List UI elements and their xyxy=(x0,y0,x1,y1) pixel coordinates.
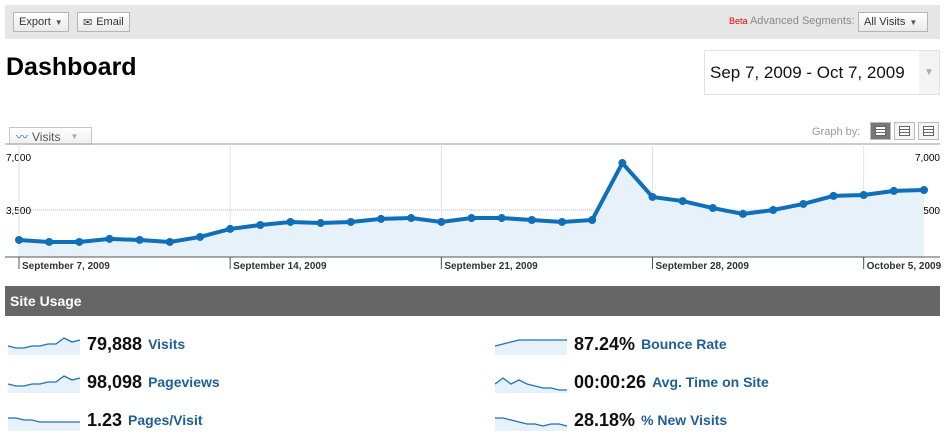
x-tick-label: September 7, 2009 xyxy=(22,261,110,272)
page-title: Dashboard xyxy=(6,53,137,81)
data-point[interactable] xyxy=(497,214,506,223)
sparkline-icon xyxy=(495,339,567,355)
metric-pages-visit: 1.23 Pages/Visit xyxy=(8,409,203,431)
data-point[interactable] xyxy=(829,191,838,200)
data-point[interactable] xyxy=(588,215,597,224)
data-point[interactable] xyxy=(618,159,627,168)
data-point[interactable] xyxy=(648,192,657,201)
data-point[interactable] xyxy=(105,234,114,243)
date-range-picker[interactable]: Sep 7, 2009 - Oct 7, 2009 ▼ xyxy=(704,50,940,95)
metric-value: 00:00:26 xyxy=(574,371,647,392)
metric-value: 28.18% xyxy=(574,409,636,430)
x-tick-label: September 14, 2009 xyxy=(233,261,327,272)
segments-value: All Visits xyxy=(864,16,906,28)
metric-link[interactable]: Visits xyxy=(148,336,186,352)
email-button[interactable]: ✉ Email xyxy=(77,12,130,32)
data-point[interactable] xyxy=(678,197,687,206)
data-point[interactable] xyxy=(316,219,325,228)
graph-by-week-button[interactable] xyxy=(894,122,915,140)
graph-by-label: Graph by: xyxy=(812,126,861,138)
data-point[interactable] xyxy=(226,224,235,233)
x-tick-label: September 21, 2009 xyxy=(444,261,538,272)
metric-avg-time-on-site: 00:00:26 Avg. Time on Site xyxy=(495,371,769,393)
chevron-down-icon: ▼ xyxy=(54,17,63,27)
metric-link[interactable]: Pageviews xyxy=(148,374,220,390)
export-label: Export xyxy=(19,16,51,28)
data-point[interactable] xyxy=(558,217,566,226)
data-point[interactable] xyxy=(527,215,536,224)
export-button[interactable]: Export ▼ xyxy=(13,12,69,32)
data-point[interactable] xyxy=(286,217,295,226)
y-tick-right-3500: 3,500 xyxy=(915,206,940,217)
graph-by-month-button[interactable] xyxy=(918,122,939,140)
metric-value: 79,888 xyxy=(87,333,143,354)
metric-tab-visits[interactable]: 〰 Visits ▼ xyxy=(9,127,92,145)
sparkline-icon xyxy=(8,417,80,431)
data-point[interactable] xyxy=(75,237,84,246)
visits-area xyxy=(19,163,924,257)
data-point[interactable] xyxy=(889,186,898,195)
metric-link[interactable]: Bounce Rate xyxy=(641,336,727,352)
metric-tab-label: Visits xyxy=(32,129,61,144)
segments-select[interactable]: All Visits ▼ xyxy=(858,12,928,32)
data-point[interactable] xyxy=(769,206,778,214)
y-tick-right-7000: 7,000 xyxy=(915,153,940,164)
data-point[interactable] xyxy=(196,232,204,241)
metric-bounce-rate: 87.24% Bounce Rate xyxy=(495,333,727,355)
toolbar xyxy=(5,5,940,39)
chevron-down-icon: ▼ xyxy=(919,51,939,94)
line-chart-icon: 〰 xyxy=(16,130,29,144)
chevron-down-icon: ▼ xyxy=(70,132,79,141)
graph-by-day-button[interactable] xyxy=(870,122,891,140)
data-point[interactable] xyxy=(437,217,446,226)
data-point[interactable] xyxy=(15,235,23,244)
email-label: Email xyxy=(96,16,124,28)
data-point[interactable] xyxy=(467,214,476,223)
chevron-down-icon: ▼ xyxy=(909,17,918,27)
metric-link[interactable]: Avg. Time on Site xyxy=(652,374,769,390)
data-point[interactable] xyxy=(165,237,174,246)
metric-link[interactable]: % New Visits xyxy=(641,412,728,428)
sparkline-icon xyxy=(8,375,81,393)
metric-value: 1.23 xyxy=(87,409,123,430)
metric-pageviews: 98,098 Pageviews xyxy=(8,371,220,393)
sparkline-icon xyxy=(8,337,81,355)
segments-label-group: Beta Advanced Segments: xyxy=(729,15,855,27)
data-point[interactable] xyxy=(407,214,416,223)
sparkline-icon xyxy=(495,417,568,431)
x-tick-label: September 28, 2009 xyxy=(656,261,750,272)
data-point[interactable] xyxy=(708,204,717,213)
envelope-icon: ✉ xyxy=(83,16,93,29)
metric-value: 87.24% xyxy=(574,333,636,354)
metric-new-visits: 28.18% % New Visits xyxy=(495,409,727,431)
metric-visits: 79,888 Visits xyxy=(8,333,185,355)
data-point[interactable] xyxy=(346,217,355,226)
segments-label: Advanced Segments: xyxy=(749,15,855,27)
visits-chart: 7,000 3,500 7,000 3,500 September 7, 200… xyxy=(5,143,942,272)
metric-value: 98,098 xyxy=(87,371,143,392)
site-usage-header: Site Usage xyxy=(5,286,940,316)
sparkline-icon xyxy=(495,377,567,393)
date-range-text: Sep 7, 2009 - Oct 7, 2009 xyxy=(710,62,905,82)
data-point[interactable] xyxy=(45,237,54,246)
data-point[interactable] xyxy=(377,214,385,223)
beta-badge: Beta xyxy=(729,16,748,26)
data-point[interactable] xyxy=(135,235,144,244)
data-point[interactable] xyxy=(799,199,808,208)
data-point[interactable] xyxy=(739,209,747,218)
data-point[interactable] xyxy=(859,191,868,200)
data-point[interactable] xyxy=(920,186,928,195)
data-point[interactable] xyxy=(256,220,265,229)
x-tick-label: October 5, 2009 xyxy=(867,261,942,272)
metric-link[interactable]: Pages/Visit xyxy=(128,412,203,428)
